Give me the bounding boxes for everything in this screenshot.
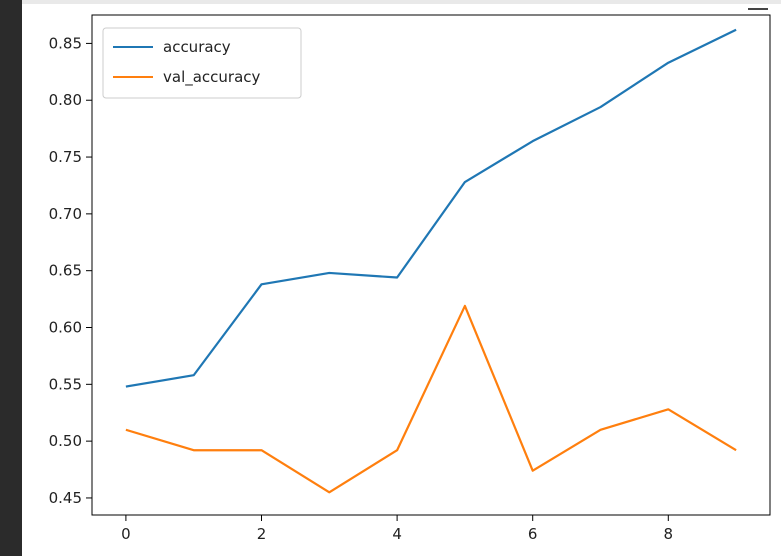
window-left-edge bbox=[0, 0, 22, 556]
y-tick-label: 0.55 bbox=[49, 375, 82, 393]
y-tick-label: 0.80 bbox=[49, 91, 82, 109]
y-tick-label: 0.70 bbox=[49, 205, 82, 223]
legend: accuracy val_accuracy bbox=[102, 27, 302, 99]
x-tick-label: 4 bbox=[392, 525, 402, 543]
window-top-edge bbox=[22, 0, 781, 4]
legend-label-accuracy: accuracy bbox=[163, 38, 231, 56]
legend-label-val-accuracy: val_accuracy bbox=[163, 68, 261, 87]
y-tick-label: 0.65 bbox=[49, 262, 82, 280]
y-axis: 0.45 0.50 0.55 0.60 0.65 0.70 0.75 0.80 0.85 bbox=[49, 34, 92, 507]
y-tick-label: 0.60 bbox=[49, 319, 82, 337]
x-tick-label: 8 bbox=[664, 525, 674, 543]
series-layer bbox=[125, 28, 737, 494]
y-tick-label: 0.45 bbox=[49, 489, 82, 507]
y-tick-label: 0.75 bbox=[49, 148, 82, 166]
window-corner-mark bbox=[748, 8, 768, 10]
x-axis: 0 2 4 6 8 bbox=[121, 515, 673, 543]
series-line-val-accuracy bbox=[125, 304, 737, 494]
y-tick-label: 0.50 bbox=[49, 432, 82, 450]
series-line-accuracy bbox=[125, 28, 737, 388]
y-tick-label: 0.85 bbox=[49, 34, 82, 52]
legend-box bbox=[102, 27, 302, 99]
x-tick-label: 6 bbox=[528, 525, 538, 543]
x-tick-label: 0 bbox=[121, 525, 131, 543]
x-tick-label: 2 bbox=[257, 525, 267, 543]
